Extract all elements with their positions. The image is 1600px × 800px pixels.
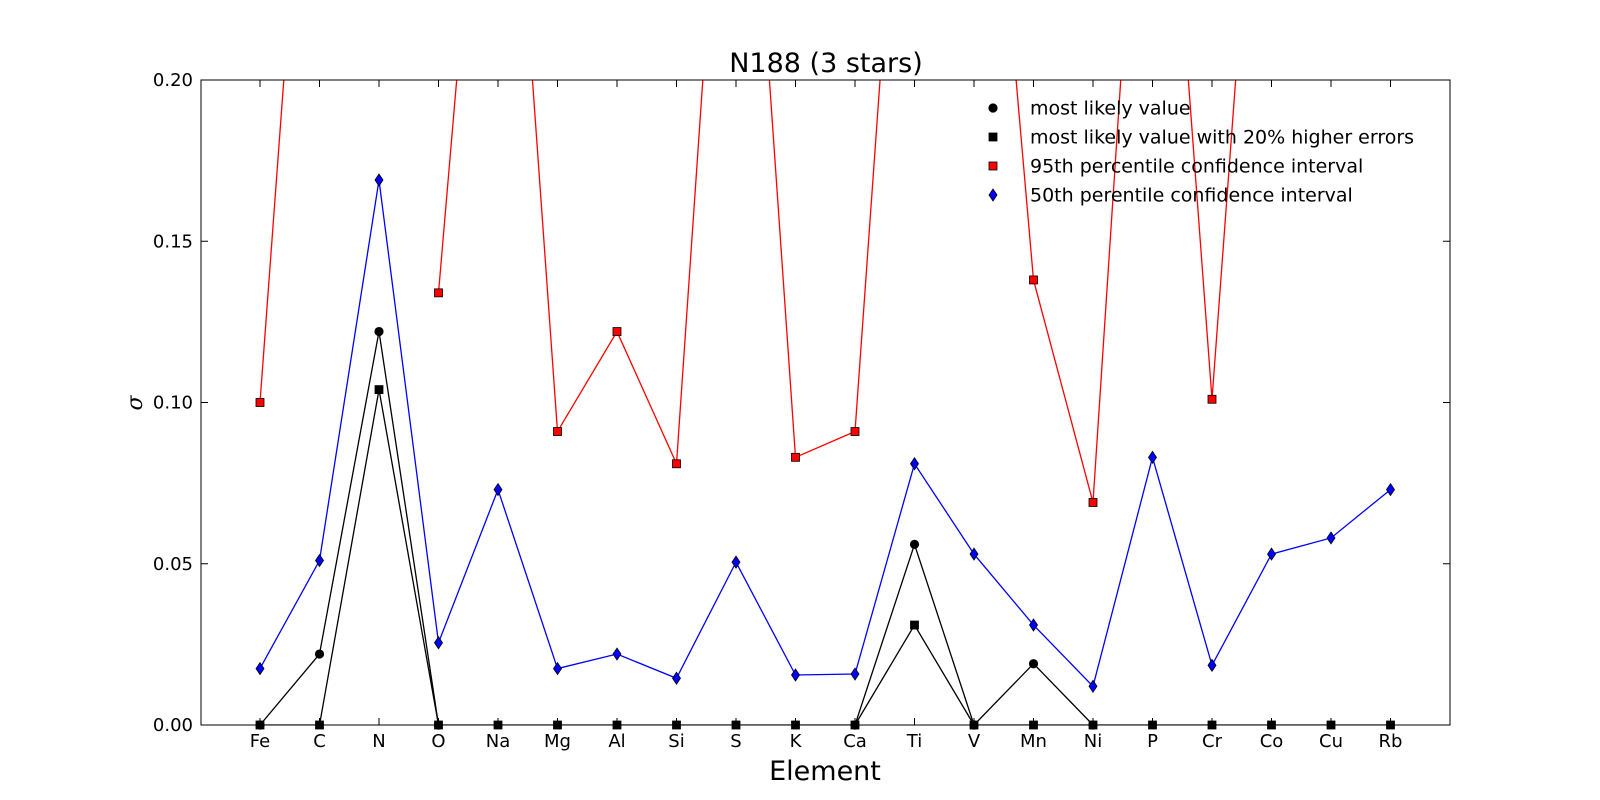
y-tick-label: 0.00 <box>153 715 193 736</box>
data-point <box>612 647 622 661</box>
x-tick-label: V <box>968 731 981 752</box>
legend-marker <box>988 188 998 202</box>
x-tick-label: O <box>431 731 445 752</box>
plot-frame <box>200 79 1451 726</box>
legend-label: 50th perentile confidence interval <box>1030 185 1353 207</box>
legend-item: 95th percentile confidence interval <box>988 156 1363 178</box>
legend-item: most likely value with 20% higher errors <box>988 127 1414 149</box>
series-line <box>259 80 285 403</box>
data-point <box>1029 275 1038 285</box>
y-tick-label: 0.10 <box>153 393 193 414</box>
data-point <box>612 327 622 336</box>
legend-item: 50th perentile confidence interval <box>988 185 1353 207</box>
legend-marker <box>988 103 998 113</box>
data-point <box>850 427 860 436</box>
data-point <box>553 427 562 436</box>
series-line <box>259 179 1391 688</box>
data-point <box>1029 618 1038 632</box>
data-point <box>1207 658 1217 673</box>
data-point <box>969 547 979 561</box>
series-layer <box>259 80 1391 725</box>
x-tick-label: Ni <box>1084 731 1102 752</box>
data-point <box>493 482 503 497</box>
y-tick-labels: 0.00 0.05 0.10 0.15 0.20 <box>153 70 193 736</box>
legend: most likely value most likely value with … <box>988 98 1414 207</box>
x-tick-label: Si <box>668 731 684 752</box>
data-point <box>1207 394 1217 404</box>
data-point <box>255 398 265 407</box>
x-axis-title: Element <box>769 756 881 787</box>
data-point <box>672 459 681 469</box>
legend-label: most likely value <box>1030 98 1191 120</box>
data-point <box>910 457 919 471</box>
legend-label: most likely value with 20% higher errors <box>1030 127 1414 149</box>
x-tick-label: Ti <box>906 731 922 752</box>
legend-label: 95th percentile confidence interval <box>1030 156 1363 178</box>
data-point <box>374 385 384 395</box>
data-point <box>850 667 860 681</box>
data-point <box>434 288 443 298</box>
data-point <box>910 620 919 630</box>
data-point <box>1386 482 1395 497</box>
y-tick-label: 0.20 <box>153 70 193 91</box>
data-point <box>1088 679 1098 694</box>
y-tick-label: 0.05 <box>153 554 193 575</box>
data-point <box>791 668 800 682</box>
x-tick-label: Na <box>486 731 511 752</box>
x-tick-label: Mg <box>544 731 571 752</box>
data-point <box>374 326 384 337</box>
legend-marker <box>988 161 998 171</box>
x-tick-label: Cr <box>1202 731 1223 752</box>
series-line <box>259 331 440 725</box>
data-point <box>1148 450 1157 465</box>
x-tick-label: N <box>372 731 385 752</box>
data-point <box>791 452 800 462</box>
legend-marker <box>988 132 998 142</box>
data-point <box>1028 659 1039 669</box>
marker-layer <box>255 173 1395 730</box>
data-point <box>1326 531 1336 545</box>
y-axis-title: σ <box>123 395 148 411</box>
data-point <box>255 661 265 676</box>
chart-title: N188 (3 stars) <box>729 48 923 79</box>
x-tick-label: Fe <box>250 731 270 752</box>
data-point <box>1088 498 1098 507</box>
data-point <box>315 553 324 568</box>
x-tick-labels: Fe C N O Na Mg Al Si S K Ca Ti V Mn Ni P Cr Co Cu Rb <box>250 731 1403 752</box>
series-line <box>854 542 1094 725</box>
data-point <box>374 173 384 187</box>
x-tick-label: K <box>790 731 803 752</box>
x-tick-label: P <box>1147 731 1158 752</box>
x-tick-label: S <box>730 731 741 752</box>
x-tick-label: Ca <box>843 731 867 752</box>
data-point <box>672 671 681 685</box>
data-point <box>553 661 562 676</box>
data-point <box>909 539 920 550</box>
x-tick-label: Co <box>1260 731 1284 752</box>
data-point <box>314 649 325 659</box>
x-tick-label: Cu <box>1319 731 1343 752</box>
x-tick-label: Al <box>608 731 625 752</box>
data-point <box>434 636 443 650</box>
x-tick-label: Rb <box>1379 731 1403 752</box>
data-point <box>1267 547 1276 561</box>
x-tick-label: C <box>313 731 326 752</box>
x-tick-label: Mn <box>1020 731 1047 752</box>
y-tick-label: 0.15 <box>153 231 193 252</box>
data-point <box>731 555 741 569</box>
legend-item: most likely value <box>988 98 1191 120</box>
